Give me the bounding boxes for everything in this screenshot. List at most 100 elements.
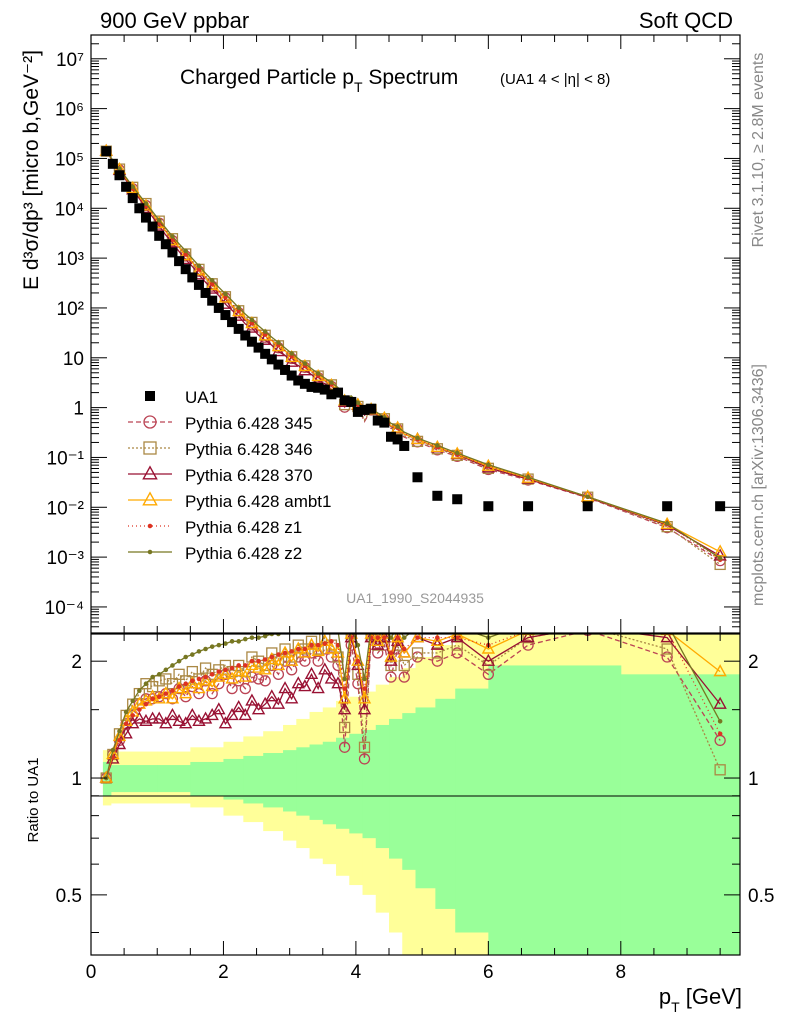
ua1-data-point: [293, 375, 304, 386]
bottom-y-tick-label: 1: [71, 769, 82, 790]
mc-series-3-ratio-marker: [238, 669, 252, 682]
mc-series-5-ratio-marker: [303, 629, 307, 633]
legend-label-3: Pythia 6.428 ambt1: [185, 492, 331, 511]
legend: UA1 Pythia 6.428 345 Pythia 6.428 346 Pythi…: [128, 388, 331, 563]
mc-series-4-ratio-marker: [156, 694, 162, 700]
mc-series-5-ratio-marker: [249, 635, 255, 640]
mc-series-2-ratio-marker: [318, 662, 332, 675]
top-y-tick-label: 10⁵: [55, 149, 84, 170]
mc-series-5-marker: [486, 462, 491, 468]
mc-series-5-ratio-marker: [336, 629, 340, 633]
ua1-data-point: [306, 381, 317, 392]
mc-series-4-ratio-marker: [302, 646, 308, 652]
top-y-tick-label: 10: [63, 349, 84, 370]
legend-label-0: Pythia 6.428 345: [185, 414, 313, 433]
band-1sigma-bin: [110, 765, 125, 793]
mc-series-0-ratio-marker: [239, 682, 251, 695]
axes: 0 2 4 6 8 10⁻⁴ 10⁻³ 10⁻² 10⁻¹ 1 10 10² 10³ 10⁴ 10⁵ 10⁶ 1…: [45, 34, 774, 983]
chart-title: Charged Particle pT Spectrum: [180, 66, 458, 95]
mc-series-2-ratio-marker: [430, 637, 445, 650]
mc-series-5-marker: [329, 380, 334, 385]
bottom-y-tick-label: 0.5: [56, 886, 82, 907]
mc-series-0-ratio-marker: [372, 647, 384, 659]
mc-series-3-marker: [713, 544, 727, 557]
bottom-y-tick-label-right: 1: [748, 769, 759, 790]
mc-series-3-ratio-marker: [159, 686, 173, 699]
mc-series-4-ratio-marker: [163, 691, 169, 696]
mc-series-4-ratio-marker: [196, 676, 202, 682]
mc-series-4-ratio-marker: [362, 686, 367, 691]
mc-series-3-ratio-marker: [99, 770, 113, 783]
mc-series-2-ratio-marker: [371, 637, 385, 650]
mc-series-3-ratio-marker: [311, 643, 325, 657]
mc-series-5-ratio-marker: [296, 629, 300, 633]
ua1-data-point: [246, 336, 257, 347]
mc-series-5-ratio-marker: [396, 625, 400, 629]
mc-series-5-ratio-marker: [256, 635, 261, 640]
band-1sigma-bin: [322, 741, 337, 825]
chart-title-after: Spectrum: [363, 66, 459, 89]
ua1-data-point: [339, 395, 350, 406]
mc-series-5-marker: [435, 443, 440, 448]
mc-series-3-ratio-marker: [390, 634, 405, 643]
legend-marker-ua1: [145, 391, 155, 401]
ua1-data-point: [220, 310, 231, 321]
mc-series-1-ratio-marker: [451, 639, 463, 651]
legend-label-5: Pythia 6.428 z2: [185, 544, 302, 563]
mc-series-4-ratio-marker: [309, 642, 314, 648]
mc-series-4-ratio-marker: [665, 629, 669, 633]
mc-series-3-ratio-marker: [185, 676, 200, 689]
mc-series-5-ratio-marker: [526, 622, 530, 626]
mc-series-4-ratio-marker: [289, 649, 294, 654]
ua1-data-point: [662, 501, 673, 512]
mc-series-3-ratio-marker: [430, 634, 445, 647]
mc-series-2-ratio-marker: [384, 653, 398, 666]
x-tick-label: 6: [483, 962, 494, 983]
mc-series-2-ratio-marker: [337, 702, 352, 715]
mc-series-5-ratio-marker: [342, 676, 347, 682]
mc-series-3-ratio-marker: [205, 679, 219, 692]
mc-series-5-marker: [143, 201, 149, 206]
mc-series-3-marker: [205, 277, 219, 291]
mc-series-4-ratio-marker: [123, 721, 129, 727]
ua1-data-point: [326, 389, 337, 400]
header-left: 900 GeV ppbar: [100, 8, 249, 33]
x-tick-label: 8: [616, 962, 627, 983]
band-1sigma-bin: [223, 758, 244, 800]
mc-series-0-ratio-marker: [451, 647, 463, 659]
band-1sigma-bin: [296, 747, 311, 816]
band-1sigma-bin: [362, 729, 377, 839]
ua1-data-point: [385, 431, 396, 442]
ua1-data-point: [147, 221, 158, 232]
mc-series-2-ratio-marker: [324, 671, 339, 684]
mc-series-3-ratio-marker: [192, 681, 206, 694]
ua1-data-point: [313, 382, 324, 393]
mc-series-5-ratio-marker: [150, 674, 155, 680]
mc-series-3-marker: [521, 470, 535, 483]
top-y-tick-label: 10⁻³: [47, 548, 85, 569]
mc-series-5-ratio-marker: [236, 639, 241, 644]
legend-marker-1: [143, 441, 157, 455]
ua1-data-point: [101, 146, 112, 157]
legend-label-2: Pythia 6.428 370: [185, 466, 313, 485]
top-y-tick-label: 10⁻⁴: [45, 598, 84, 619]
mc-series-5-marker: [262, 329, 268, 334]
ua1-data-point: [193, 279, 204, 290]
ua1-data-point: [260, 348, 271, 359]
mc-series-5-ratio-marker: [323, 625, 327, 629]
mc-series-4-ratio-marker: [375, 635, 381, 640]
mc-series-5-ratio-marker: [117, 728, 122, 734]
mc-series-0-ratio-marker: [305, 647, 318, 659]
mc-series-2-ratio-marker: [331, 676, 345, 689]
mc-series-5-marker: [415, 435, 420, 441]
band-1sigma-bin: [488, 665, 549, 955]
mc-series-2-ratio-marker: [119, 726, 133, 739]
mc-series-1-ratio-marker: [338, 721, 351, 734]
top-y-tick-label: 10²: [57, 299, 84, 320]
mc-series-3-ratio-marker: [298, 645, 312, 658]
mc-series-3-ratio-marker: [165, 691, 180, 704]
ua1-data-point: [523, 501, 534, 512]
ua1-data-point: [240, 330, 251, 341]
mc-series-5-marker: [395, 424, 400, 429]
